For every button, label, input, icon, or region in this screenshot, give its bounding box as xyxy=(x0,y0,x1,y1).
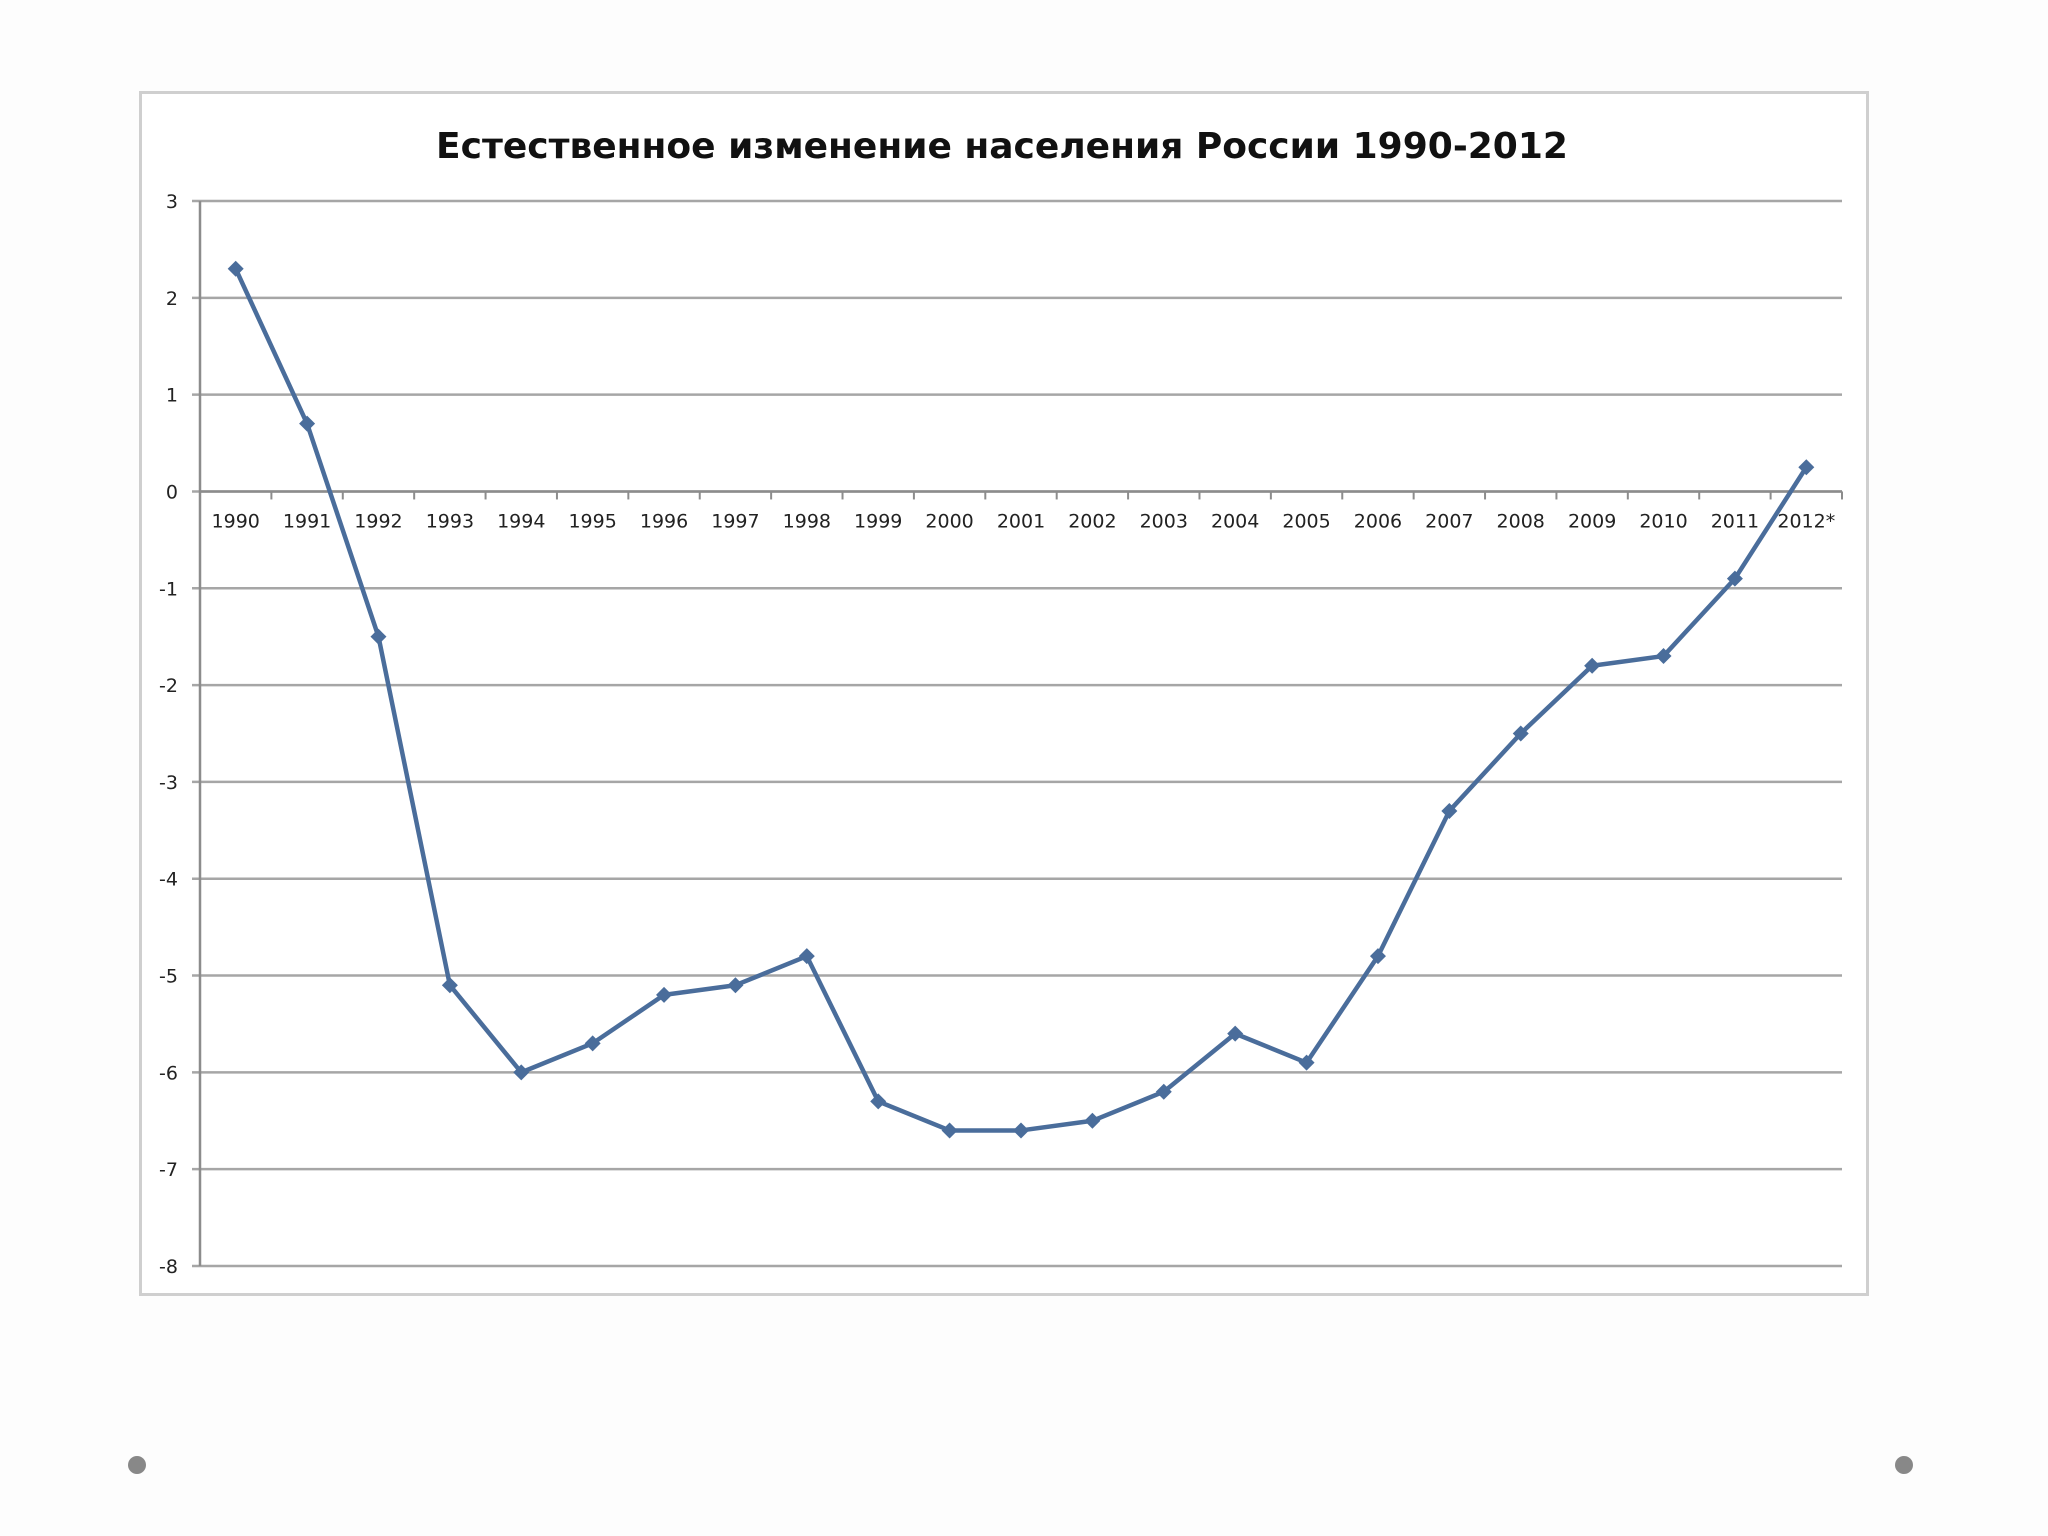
x-tick-label: 2004 xyxy=(1211,510,1259,532)
x-tick-label: 2010 xyxy=(1639,510,1687,532)
x-tick-label: 2007 xyxy=(1425,510,1473,532)
data-point-marker xyxy=(441,977,458,994)
data-point-marker xyxy=(727,977,744,994)
y-tick-label: -1 xyxy=(159,578,178,600)
x-tick-label: 1994 xyxy=(497,510,545,532)
x-tick-label: 2008 xyxy=(1497,510,1545,532)
data-point-marker xyxy=(1441,802,1458,819)
x-tick-label: 2003 xyxy=(1140,510,1188,532)
data-point-marker xyxy=(1512,725,1529,742)
y-tick-label: -4 xyxy=(159,869,178,891)
x-tick-label: 1996 xyxy=(640,510,688,532)
x-tick-label: 1995 xyxy=(568,510,616,532)
data-point-marker xyxy=(513,1064,530,1081)
axes xyxy=(198,201,1843,1266)
data-point-marker xyxy=(1726,570,1743,587)
data-point-marker xyxy=(656,986,673,1003)
data-point-marker xyxy=(227,260,244,277)
x-tick-label: 1991 xyxy=(283,510,331,532)
y-tick-labels: 3 2 1 0 -1 -2 -3 -4 -5 -6 -7 -8 xyxy=(159,191,178,1278)
data-point-marker xyxy=(1369,948,1386,965)
x-tick-label: 1990 xyxy=(212,510,260,532)
data-point-marker xyxy=(1584,657,1601,674)
slide-nav-dot-left[interactable] xyxy=(128,1456,146,1474)
y-tick-label: 3 xyxy=(166,191,178,213)
y-tick-label: -3 xyxy=(159,772,178,794)
x-tick-label: 2012* xyxy=(1777,510,1835,532)
data-point-marker xyxy=(584,1035,601,1052)
y-tick-label: 2 xyxy=(166,288,178,310)
data-point-marker xyxy=(1013,1122,1029,1139)
y-tick-label: 0 xyxy=(166,481,178,503)
slide-nav-dot-right[interactable] xyxy=(1895,1456,1913,1474)
y-tick-label: -8 xyxy=(159,1256,178,1278)
data-point-marker xyxy=(870,1093,887,1110)
data-point-marker xyxy=(1227,1025,1244,1042)
x-tick-label: 1992 xyxy=(354,510,402,532)
data-point-marker xyxy=(299,415,316,432)
y-tick-label: -6 xyxy=(159,1062,178,1084)
data-point-marker xyxy=(1298,1054,1315,1071)
x-tick-label: 2009 xyxy=(1568,510,1616,532)
x-tick-label: 1998 xyxy=(783,510,831,532)
x-tick-label: 2005 xyxy=(1282,510,1330,532)
x-tick-label: 2006 xyxy=(1354,510,1402,532)
x-tick-labels: 1990 1991 1992 1993 1994 1995 1996 1997 1998 1999… xyxy=(212,510,1836,532)
x-tick-label: 2001 xyxy=(997,510,1045,532)
data-point-marker xyxy=(941,1122,958,1139)
y-tick-label: -5 xyxy=(159,966,178,988)
chart-frame xyxy=(139,91,1869,1296)
chart-title: Естественное изменение населения России … xyxy=(436,126,1568,167)
data-point-marker xyxy=(1084,1112,1101,1129)
x-tick-label: 2000 xyxy=(925,510,973,532)
data-point-marker xyxy=(798,948,815,965)
series-line xyxy=(233,267,1809,1133)
y-tick-label: -7 xyxy=(159,1159,178,1181)
grid-lines xyxy=(192,199,1842,1268)
x-tick-label: 1993 xyxy=(426,510,474,532)
data-point-marker xyxy=(1155,1083,1172,1100)
data-point-marker xyxy=(1655,648,1672,665)
x-tick-label: 2011 xyxy=(1711,510,1759,532)
x-tick-label: 2002 xyxy=(1068,510,1116,532)
y-tick-label: 1 xyxy=(166,385,178,407)
data-point-marker xyxy=(370,628,387,645)
series xyxy=(227,260,1815,1139)
y-tick-label: -2 xyxy=(159,675,178,697)
data-point-marker xyxy=(1798,459,1815,476)
x-tick-label: 1999 xyxy=(854,510,902,532)
x-tick-label: 1997 xyxy=(711,510,759,532)
